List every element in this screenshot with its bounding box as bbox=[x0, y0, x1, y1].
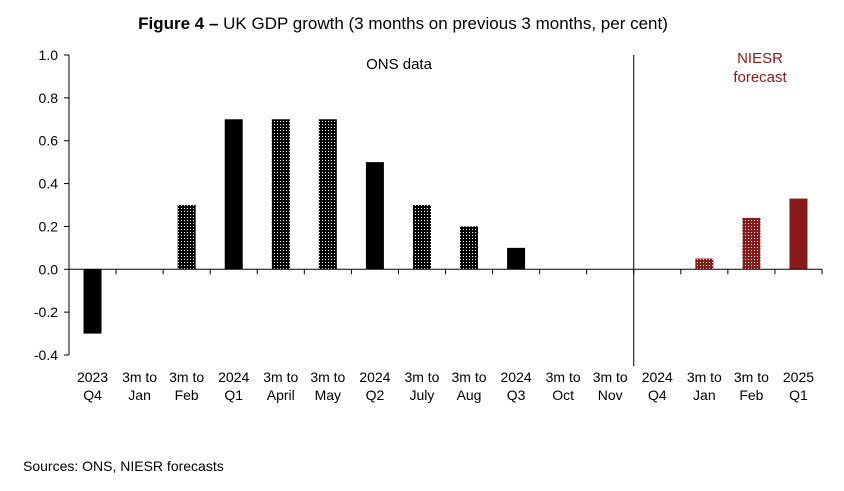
x-tick-label-line1: 2025 bbox=[783, 369, 814, 385]
x-tick-label-line2: Q1 bbox=[224, 387, 243, 403]
y-tick-label: 0.4 bbox=[39, 176, 59, 192]
x-tick-label-line1: 3m to bbox=[546, 369, 581, 385]
y-tick-label: -0.2 bbox=[34, 304, 58, 320]
bar-3 bbox=[224, 119, 243, 270]
x-tick-label-line1: 2024 bbox=[642, 369, 673, 385]
bar-2 bbox=[177, 205, 196, 270]
figure-number: Figure 4 – bbox=[138, 14, 219, 33]
y-axis: 1.0 0.8 0.6 0.4 0.2 0.0 -0.2 -0.4 bbox=[34, 47, 70, 363]
bar-14 bbox=[742, 217, 761, 270]
x-tick-label-line1: 2024 bbox=[359, 369, 390, 385]
bar-4 bbox=[271, 119, 290, 270]
x-tick-label-line2: Oct bbox=[552, 387, 574, 403]
x-tick-label-line2: Q4 bbox=[648, 387, 667, 403]
y-tick-label: -0.4 bbox=[34, 347, 58, 363]
y-tick-label: 0.0 bbox=[39, 261, 59, 277]
x-tick-label-line1: 3m to bbox=[122, 369, 157, 385]
y-tick-label: 1.0 bbox=[39, 47, 59, 63]
title-text: UK GDP growth (3 months on previous 3 mo… bbox=[223, 14, 668, 33]
y-tick-label: 0.2 bbox=[39, 218, 59, 234]
x-tick-label-line2: April bbox=[267, 387, 295, 403]
x-tick-label-line2: Q4 bbox=[83, 387, 102, 403]
bar-6 bbox=[365, 162, 384, 270]
bar-0 bbox=[83, 269, 102, 334]
x-tick-label-line1: 3m to bbox=[593, 369, 628, 385]
y-tick-label: 0.6 bbox=[39, 133, 59, 149]
x-tick-label-line2: May bbox=[315, 387, 341, 403]
bars bbox=[83, 119, 808, 334]
x-tick-label-line2: Q1 bbox=[789, 387, 808, 403]
x-tick-label-line1: 3m to bbox=[263, 369, 298, 385]
x-tick-label-line2: Aug bbox=[457, 387, 482, 403]
bar-13 bbox=[695, 258, 714, 270]
x-tick-label-line2: Nov bbox=[598, 387, 623, 403]
x-tick-label-line1: 2024 bbox=[501, 369, 532, 385]
niesr-forecast-annotation-line2: forecast bbox=[733, 69, 787, 86]
bar-7 bbox=[412, 205, 431, 270]
ons-data-annotation: ONS data bbox=[366, 56, 433, 73]
x-axis: 2023 Q4 3m to Jan 3m to Feb 2024 Q1 3m to April 3m… bbox=[68, 268, 823, 403]
x-tick-label-line2: Feb bbox=[739, 387, 763, 403]
x-tick-label-line1: 3m to bbox=[687, 369, 722, 385]
x-tick-label-line1: 3m to bbox=[404, 369, 439, 385]
x-tick-label-line1: 3m to bbox=[734, 369, 769, 385]
bar-5 bbox=[318, 119, 337, 270]
x-tick-label-line1: 3m to bbox=[452, 369, 487, 385]
bar-9 bbox=[507, 247, 526, 270]
bar-15 bbox=[789, 198, 808, 270]
chart-title: Figure 4 – UK GDP growth (3 months on pr… bbox=[0, 14, 806, 34]
x-tick-label-line1: 2023 bbox=[77, 369, 108, 385]
bar-8 bbox=[460, 226, 479, 270]
gdp-bar-chart: 1.0 0.8 0.6 0.4 0.2 0.0 -0.2 -0.4 2023 Q4 3m to Ja… bbox=[34, 47, 823, 403]
x-tick-label-line1: 3m to bbox=[169, 369, 204, 385]
niesr-forecast-annotation-line1: NIESR bbox=[737, 50, 783, 67]
x-tick-label-line2: Jan bbox=[128, 387, 151, 403]
x-tick-label-line1: 3m to bbox=[310, 369, 345, 385]
x-tick-label-line2: Q2 bbox=[366, 387, 385, 403]
source-note: Sources: ONS, NIESR forecasts bbox=[23, 458, 224, 474]
x-tick-label-line2: July bbox=[410, 387, 435, 403]
x-tick-label-line2: Q3 bbox=[507, 387, 526, 403]
x-tick-label-line2: Feb bbox=[175, 387, 199, 403]
x-tick-label-line2: Jan bbox=[693, 387, 716, 403]
y-tick-label: 0.8 bbox=[39, 90, 59, 106]
x-tick-label-line1: 2024 bbox=[218, 369, 249, 385]
